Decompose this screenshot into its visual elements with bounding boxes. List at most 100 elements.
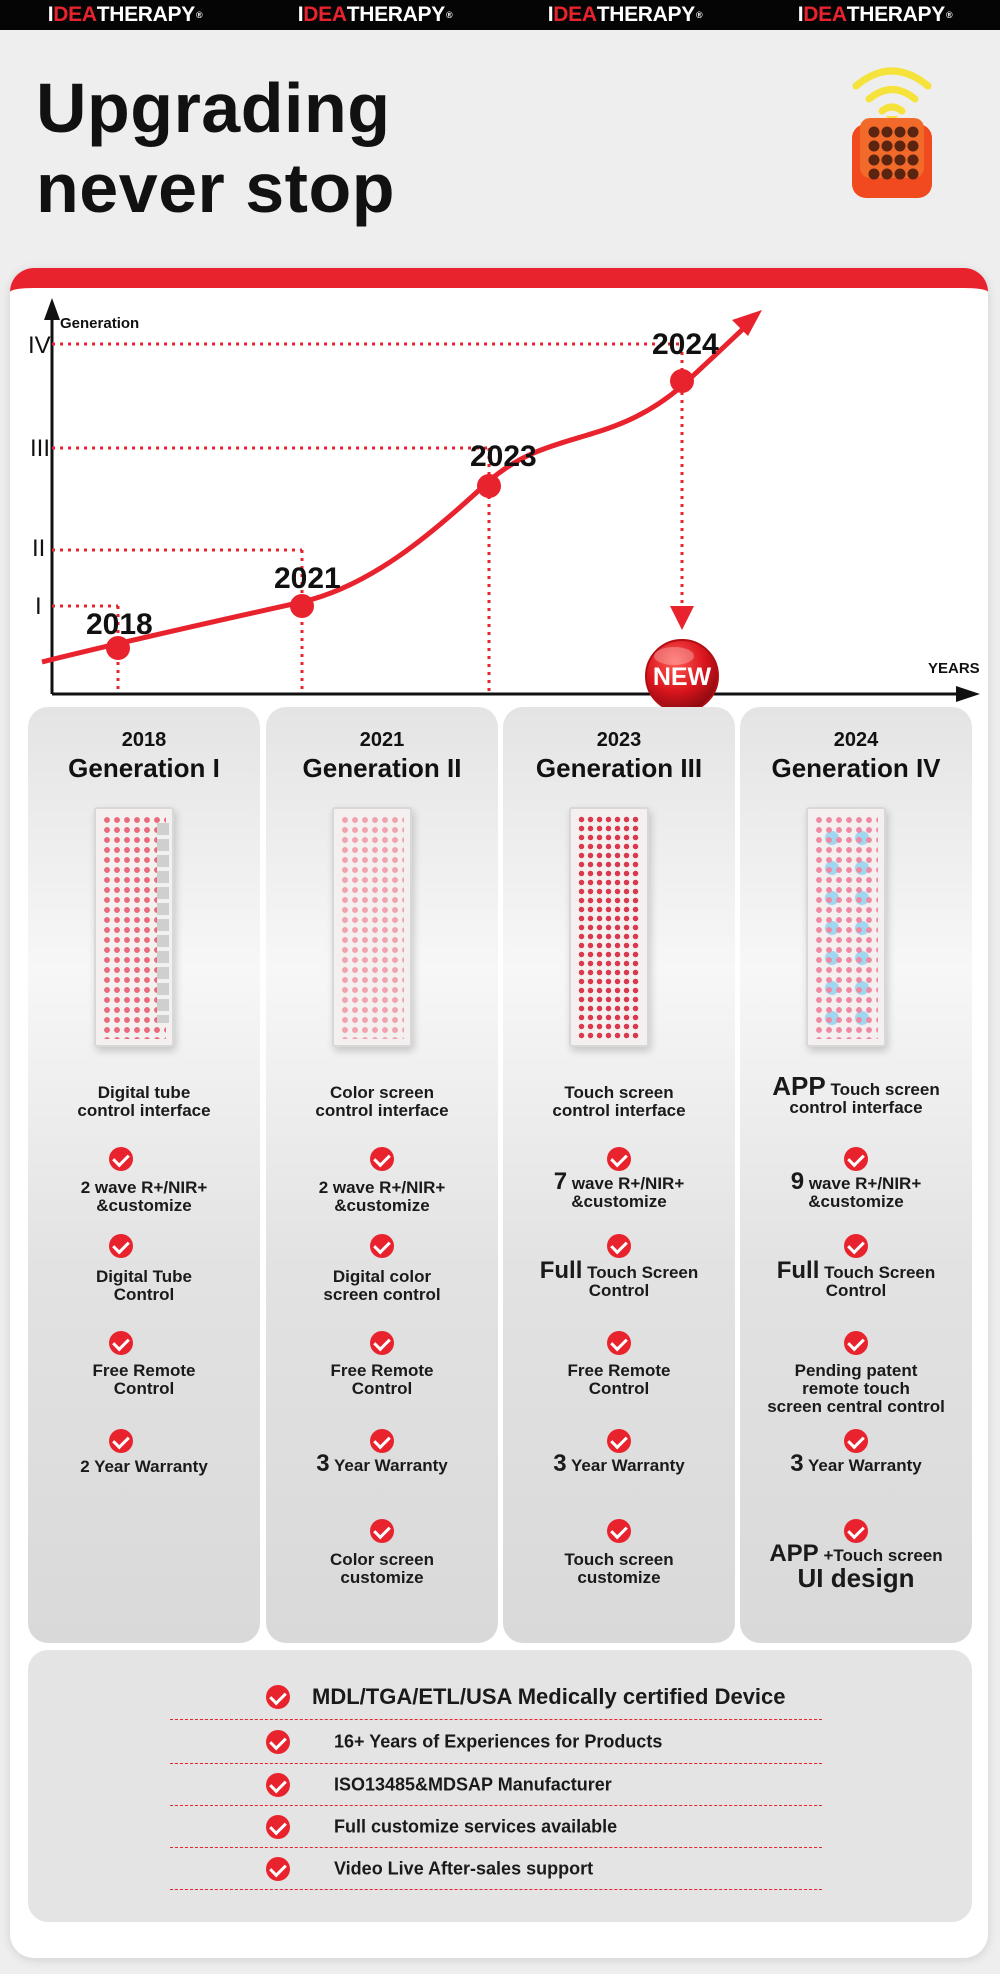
y-axis-arrow-icon — [44, 298, 60, 320]
generation-card-4: 2024 Generation IV APP Touch screen contr… — [740, 707, 972, 1643]
feature-remote: Free Remote Control — [567, 1361, 671, 1398]
y-axis-label: Generation — [60, 315, 139, 332]
feature-customize: APP +Touch screen UI design — [769, 1540, 943, 1593]
feature-control: Digital Tube Control — [95, 1267, 192, 1304]
feature-wavelength: 7 wave R+/NIR+ &customize — [553, 1168, 685, 1211]
check-icon — [109, 1429, 133, 1453]
certification-row: 16+ Years of Experiences for Products — [170, 1720, 822, 1764]
check-icon — [370, 1519, 394, 1543]
card-year: 2018 — [121, 729, 167, 751]
card-generation-title: Generation IV — [771, 753, 941, 783]
card-year: 2021 — [359, 729, 405, 751]
check-icon — [844, 1147, 868, 1171]
title-line-1: Upgrading — [36, 69, 391, 147]
check-icon — [370, 1147, 394, 1171]
point-label-2021: 2021 — [274, 562, 341, 595]
device-image — [569, 807, 649, 1047]
data-point-2021 — [290, 594, 314, 618]
feature-remote: Free Remote Control — [330, 1361, 434, 1398]
feature-interface: APP Touch screen control interface — [772, 1071, 940, 1117]
x-axis-label: YEARS — [928, 660, 980, 677]
brand-logo: I DEA THERAPY ® — [797, 3, 953, 26]
brand-logo: I DEA THERAPY ® — [297, 3, 453, 26]
generation-card-2: 2021 Generation II Color screen control i… — [266, 707, 498, 1643]
feature-wavelength: 2 wave R+/NIR+ &customize — [318, 1178, 446, 1215]
y-tick-label: II — [32, 535, 45, 562]
check-icon — [266, 1684, 290, 1709]
feature-interface: Touch screen control interface — [552, 1083, 686, 1120]
point-label-2018: 2018 — [86, 608, 153, 641]
wifi-icon — [852, 67, 932, 115]
feature-customize: Touch screen customize — [564, 1550, 674, 1587]
feature-wavelength: 2 wave R+/NIR+ &customize — [80, 1178, 208, 1215]
curve-arrow-icon — [732, 310, 762, 336]
certification-row: Full customize services available — [170, 1806, 822, 1848]
device-image — [332, 807, 412, 1047]
check-icon — [109, 1234, 133, 1258]
brand-bar: I DEA THERAPY ® I DEA THERAPY ® I DEA THERAPY ® I… — [0, 0, 1000, 30]
page-title: Upgrading never stop — [36, 68, 395, 228]
y-tick-label: IV — [28, 332, 51, 359]
check-icon — [844, 1519, 868, 1543]
feature-wavelength: 9 wave R+/NIR+ &customize — [790, 1168, 922, 1211]
y-tick-label: III — [30, 435, 50, 462]
check-icon — [844, 1234, 868, 1258]
check-icon — [607, 1147, 631, 1171]
feature-control: Digital color screen control — [323, 1267, 441, 1304]
feature-warranty: 3 Year Warranty — [790, 1450, 922, 1477]
certifications-box: MDL/TGA/ETL/USA Medically certified Devi… — [28, 1650, 972, 1922]
check-icon — [844, 1331, 868, 1355]
check-icon — [266, 1814, 290, 1839]
device-image — [806, 807, 886, 1047]
data-point-2023 — [477, 474, 501, 498]
feature-warranty: 3 Year Warranty — [553, 1450, 685, 1477]
data-point-2018 — [106, 636, 130, 660]
feature-warranty: 2 Year Warranty — [80, 1457, 208, 1476]
check-icon — [266, 1772, 290, 1797]
feature-interface: Digital tube control interface — [77, 1083, 211, 1120]
feature-control: Full Touch Screen Control — [539, 1257, 699, 1300]
device-image — [94, 807, 174, 1047]
check-icon — [109, 1331, 133, 1355]
certification-row: MDL/TGA/ETL/USA Medically certified Devi… — [170, 1674, 822, 1720]
card-generation-title: Generation III — [535, 753, 703, 783]
check-icon — [844, 1429, 868, 1453]
certification-row: ISO13485&MDSAP Manufacturer — [170, 1764, 822, 1806]
title-line-2: never stop — [36, 149, 395, 227]
card-year: 2023 — [596, 729, 642, 751]
check-icon — [607, 1331, 631, 1355]
generation-card-3: 2023 Generation III Touch screen control … — [503, 707, 735, 1643]
card-generation-title: Generation I — [68, 753, 220, 783]
certification-row: Video Live After-sales support — [170, 1848, 822, 1890]
feature-customize: Color screen customize — [330, 1550, 434, 1587]
down-arrow-icon — [670, 606, 694, 630]
brand-logo: I DEA THERAPY ® — [47, 3, 203, 26]
new-badge-icon: NEW — [645, 639, 719, 713]
card-generation-title: Generation II — [302, 753, 462, 783]
generation-timeline-chart: Generation YEARS IV III II I 2018 2021 2… — [28, 298, 980, 713]
feature-warranty: 3 Year Warranty — [316, 1450, 448, 1477]
feature-interface: Color screen control interface — [315, 1083, 449, 1120]
data-point-2024 — [670, 369, 694, 393]
check-icon — [370, 1331, 394, 1355]
remote-control-icon — [852, 67, 932, 198]
card-year: 2024 — [833, 729, 879, 751]
feature-remote: Free Remote Control — [92, 1361, 196, 1398]
check-icon — [607, 1429, 631, 1453]
feature-remote: Pending patent remote touch screen central… — [767, 1361, 945, 1416]
check-icon — [266, 1729, 290, 1754]
check-icon — [109, 1147, 133, 1171]
generation-card-1: 2018 Generation I Digital tube control in… — [28, 707, 260, 1643]
check-icon — [266, 1856, 290, 1881]
new-badge-label: NEW — [653, 663, 712, 691]
feature-control: Full Touch Screen Control — [776, 1257, 936, 1300]
check-icon — [607, 1234, 631, 1258]
point-label-2024: 2024 — [652, 328, 719, 361]
point-label-2023: 2023 — [470, 440, 537, 473]
check-icon — [370, 1234, 394, 1258]
check-icon — [607, 1519, 631, 1543]
brand-logo: I DEA THERAPY ® — [547, 3, 703, 26]
check-icon — [370, 1429, 394, 1453]
y-tick-label: I — [35, 593, 42, 620]
x-axis-arrow-icon — [956, 686, 980, 702]
